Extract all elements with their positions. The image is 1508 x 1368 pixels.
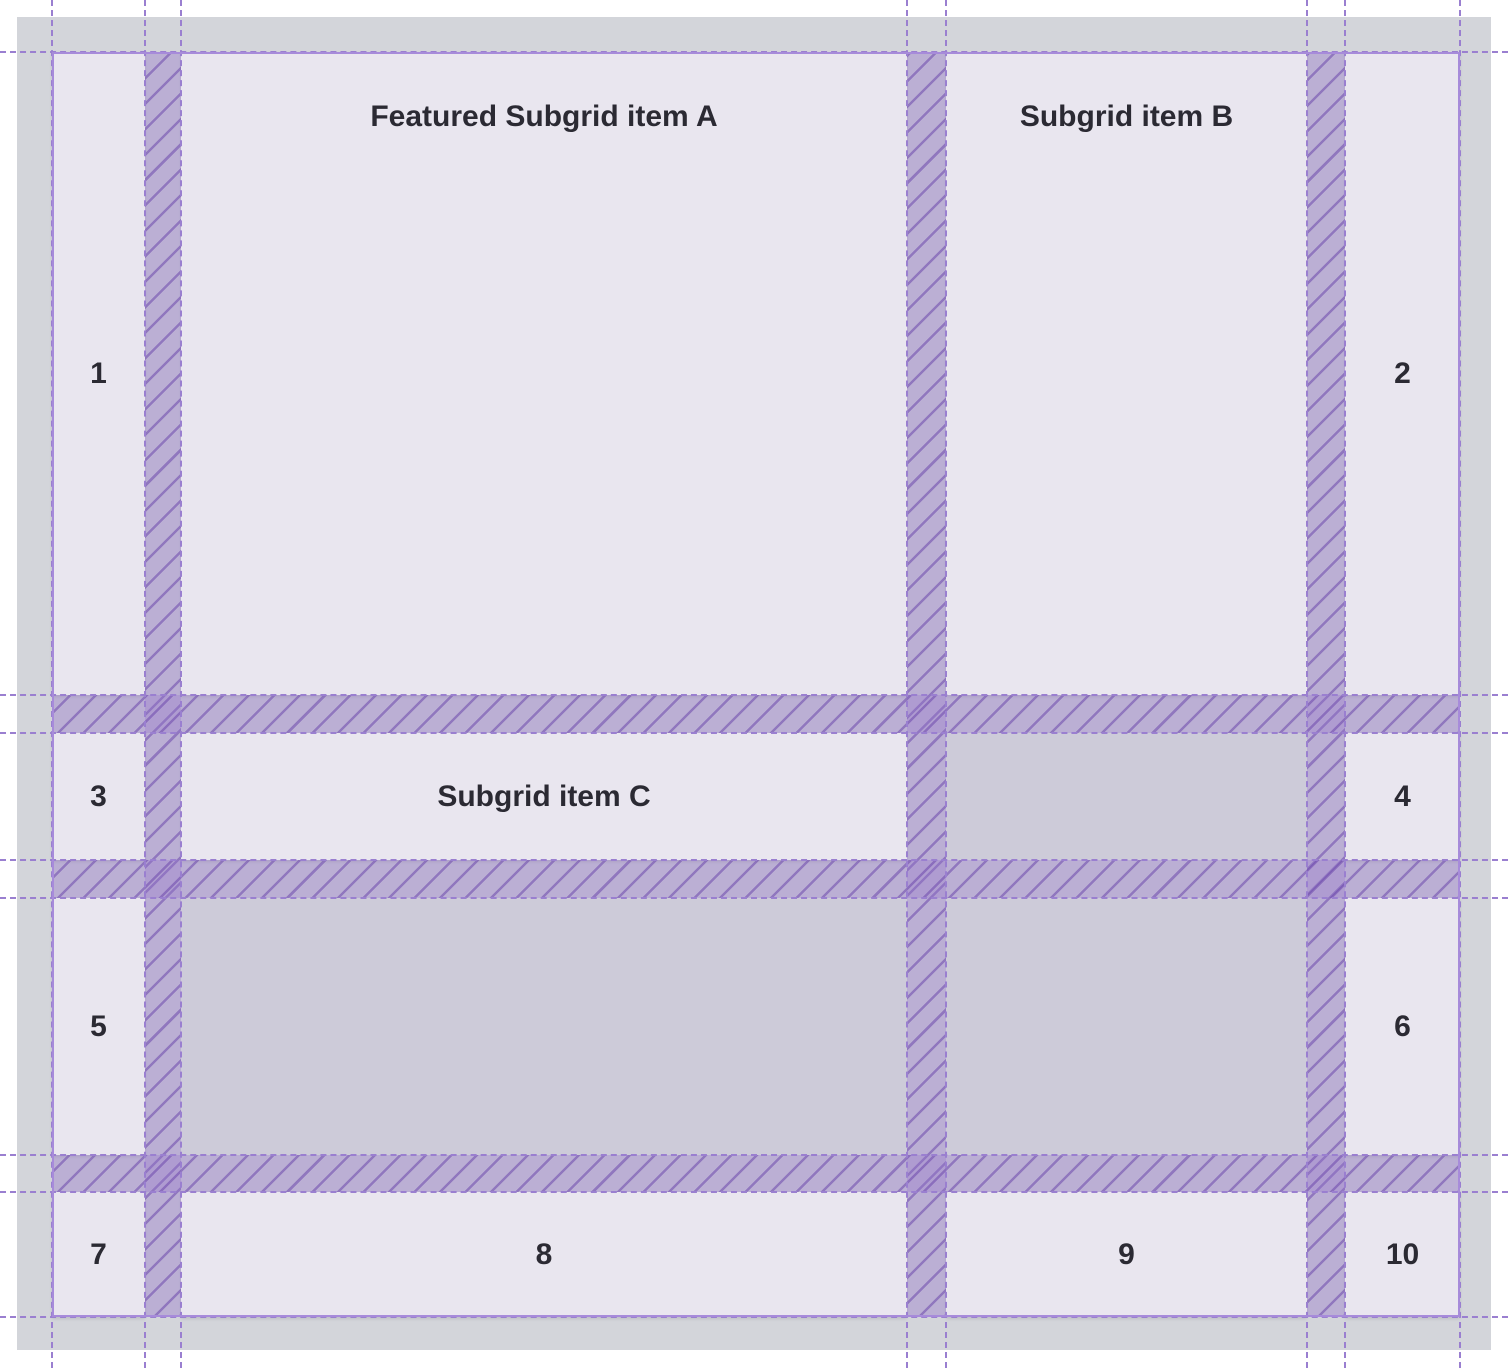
grid-empty-cell-r3c2 — [181, 898, 907, 1155]
grid-item-5[interactable]: 5 — [52, 898, 145, 1155]
grid-item-featured-subgrid-a[interactable]: Featured Subgrid item A — [181, 52, 907, 695]
grid-item-subgrid-b[interactable]: Subgrid item B — [946, 52, 1307, 695]
grid-item-subgrid-c[interactable]: Subgrid item C — [181, 733, 907, 860]
grid-item-7[interactable]: 7 — [52, 1192, 145, 1317]
grid-item-9[interactable]: 9 — [946, 1192, 1307, 1317]
grid-item-8[interactable]: 8 — [181, 1192, 907, 1317]
grid-item-6[interactable]: 6 — [1345, 898, 1460, 1155]
grid-item-4[interactable]: 4 — [1345, 733, 1460, 860]
grid-item-3[interactable]: 3 — [52, 733, 145, 860]
grid-item-10[interactable]: 10 — [1345, 1192, 1460, 1317]
grid-item-1[interactable]: 1 — [52, 52, 145, 695]
grid-empty-cell-r3c3 — [946, 898, 1307, 1155]
grid-item-2[interactable]: 2 — [1345, 52, 1460, 695]
grid-empty-cell-r2c3 — [946, 733, 1307, 860]
